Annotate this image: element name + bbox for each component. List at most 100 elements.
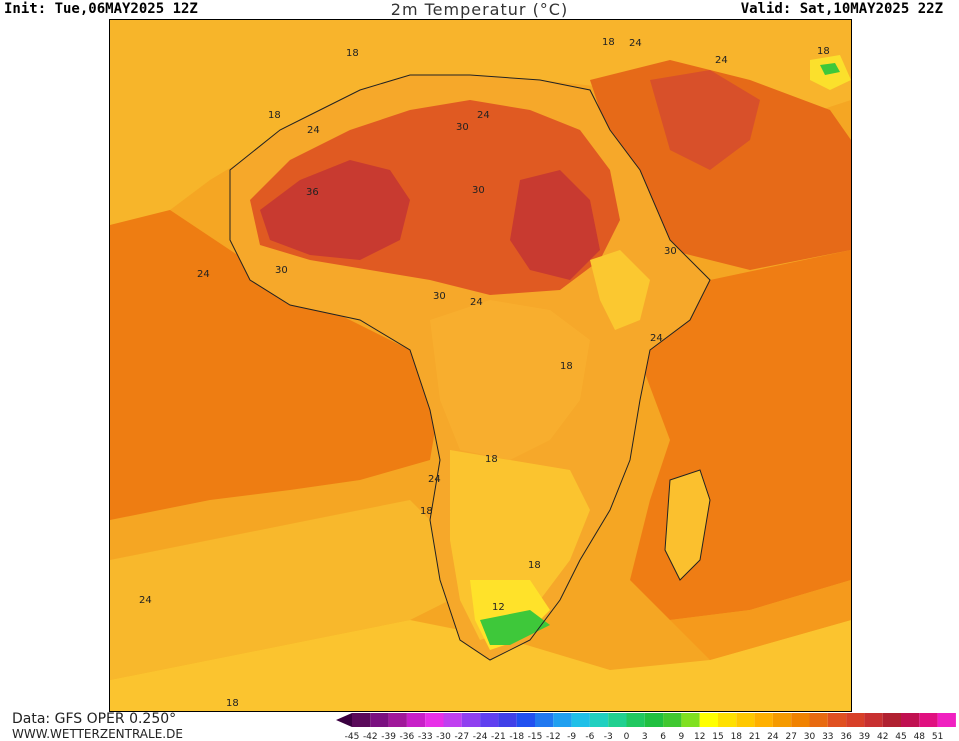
legend-swatch [882, 713, 901, 727]
legend-tick-label: 39 [859, 732, 871, 741]
legend-swatch [589, 713, 609, 727]
legend-tick-label: -12 [546, 732, 561, 741]
legend-tick-label: -9 [567, 732, 576, 741]
legend-swatch [608, 713, 627, 727]
legend-tick-label: 6 [660, 732, 666, 741]
legend-swatch [443, 713, 462, 727]
southern-ocean-band [110, 620, 851, 711]
contour-label: 30 [664, 246, 677, 257]
caspian-cold-area [820, 63, 840, 75]
legend-swatch [901, 713, 920, 727]
contour-label: 24 [715, 55, 728, 66]
madagascar [665, 470, 710, 580]
contour-label: 24 [470, 297, 483, 308]
legend-tick-label: 0 [624, 732, 630, 741]
legend-swatch [718, 713, 737, 727]
legend-swatch [846, 713, 865, 727]
contour-label: 18 [420, 506, 433, 517]
contour-label: 24 [428, 474, 441, 485]
legend-swatch [809, 713, 828, 727]
middle-east-hot [650, 70, 760, 170]
legend-ticks: -45 -42 -39 -36 -33 -30 -27 -24 -21 -18 -15 -12 -9 -6… [345, 732, 944, 741]
data-source: Data: GFS OPER 0.250° [12, 711, 177, 727]
legend-tick-label: 27 [785, 732, 796, 741]
legend-tick-label: 51 [932, 732, 943, 741]
legend-tick-label: 3 [642, 732, 648, 741]
sahel-west-36-area [260, 160, 410, 260]
legend-swatch [553, 713, 572, 727]
contour-label: 18 [817, 46, 830, 57]
legend-tick-label: 45 [895, 732, 906, 741]
legend-swatch [535, 713, 554, 727]
legend-swatch [791, 713, 810, 727]
atlantic-tropical-band [110, 210, 440, 520]
sahel-east-36-area [510, 170, 600, 280]
contour-label: 18 [602, 37, 615, 48]
legend-swatch [681, 713, 700, 727]
contour-label: 12 [492, 602, 505, 613]
contour-label: 24 [307, 125, 320, 136]
contour-label: 18 [268, 110, 281, 121]
contour-label: 18 [346, 48, 359, 59]
contour-label: 24 [197, 269, 210, 280]
legend-tick-label: 36 [840, 732, 852, 741]
contour-label: 30 [456, 122, 469, 133]
contour-label: 24 [477, 110, 490, 121]
legend-swatch [406, 713, 426, 727]
legend-swatches [336, 713, 956, 727]
legend-tick-label: 24 [767, 732, 779, 741]
legend-swatch [699, 713, 718, 727]
map-title: 2m Temperatur (°C) [390, 0, 569, 19]
contour-label: 18 [226, 698, 239, 709]
indian-ocean-south-band [670, 580, 851, 660]
color-legend: -45 -42 -39 -36 -33 -30 -27 -24 -21 -18 -15 -12 -9 -6… [336, 713, 956, 741]
contour-label: 18 [560, 361, 573, 372]
legend-tick-label: 12 [694, 732, 705, 741]
contour-label: 30 [275, 265, 288, 276]
legend-tick-label: -21 [491, 732, 506, 741]
legend-tick-label: 30 [804, 732, 816, 741]
legend-swatch [352, 713, 371, 727]
legend-swatch [937, 713, 956, 727]
legend-tick-label: -24 [473, 732, 488, 741]
contour-label: 24 [629, 38, 642, 49]
legend-tick-label: -6 [585, 732, 594, 741]
contour-label: 30 [472, 185, 485, 196]
legend-tick-label: 33 [822, 732, 833, 741]
legend-tick-label: -42 [363, 732, 378, 741]
legend-swatch [461, 713, 481, 727]
legend-swatch [388, 713, 407, 727]
legend-tick-label: 42 [877, 732, 888, 741]
legend-swatch [425, 713, 444, 727]
legend-swatch [644, 713, 664, 727]
init-time: Init: Tue,06MAY2025 12Z [4, 1, 198, 17]
contour-label: 30 [433, 291, 446, 302]
legend-arrow-left [336, 713, 352, 727]
south-africa-cold-area [480, 610, 550, 645]
legend-swatch [370, 713, 389, 727]
legend-tick-label: 21 [749, 732, 760, 741]
legend-tick-label: -18 [509, 732, 524, 741]
site-link[interactable]: WWW.WETTERZENTRALE.DE [12, 727, 183, 741]
legend-tick-label: -30 [436, 732, 451, 741]
contour-label: 18 [485, 454, 498, 465]
legend-tick-label: -39 [381, 732, 396, 741]
ethiopia-highlands [590, 250, 650, 330]
legend-tick-label: -36 [400, 732, 415, 741]
legend-swatch [571, 713, 590, 727]
legend-swatch [919, 713, 938, 727]
madagascar-coastline [664, 469, 711, 581]
contour-label: 24 [650, 333, 663, 344]
legend-swatch [663, 713, 682, 727]
temperature-map-svg: 18 18 24 24 18 18 24 24 30 30 36 24 30 3… [110, 20, 851, 711]
legend-tick-label: -33 [418, 732, 433, 741]
legend-swatch [498, 713, 517, 727]
contour-label: 24 [139, 595, 152, 606]
legend-swatch [516, 713, 535, 727]
legend-tick-label: -27 [454, 732, 469, 741]
legend-swatch [827, 713, 847, 727]
contour-label: 18 [528, 560, 541, 571]
contour-label: 36 [306, 187, 319, 198]
valid-time: Valid: Sat,10MAY2025 22Z [740, 1, 943, 17]
africa-coastline [229, 74, 711, 661]
